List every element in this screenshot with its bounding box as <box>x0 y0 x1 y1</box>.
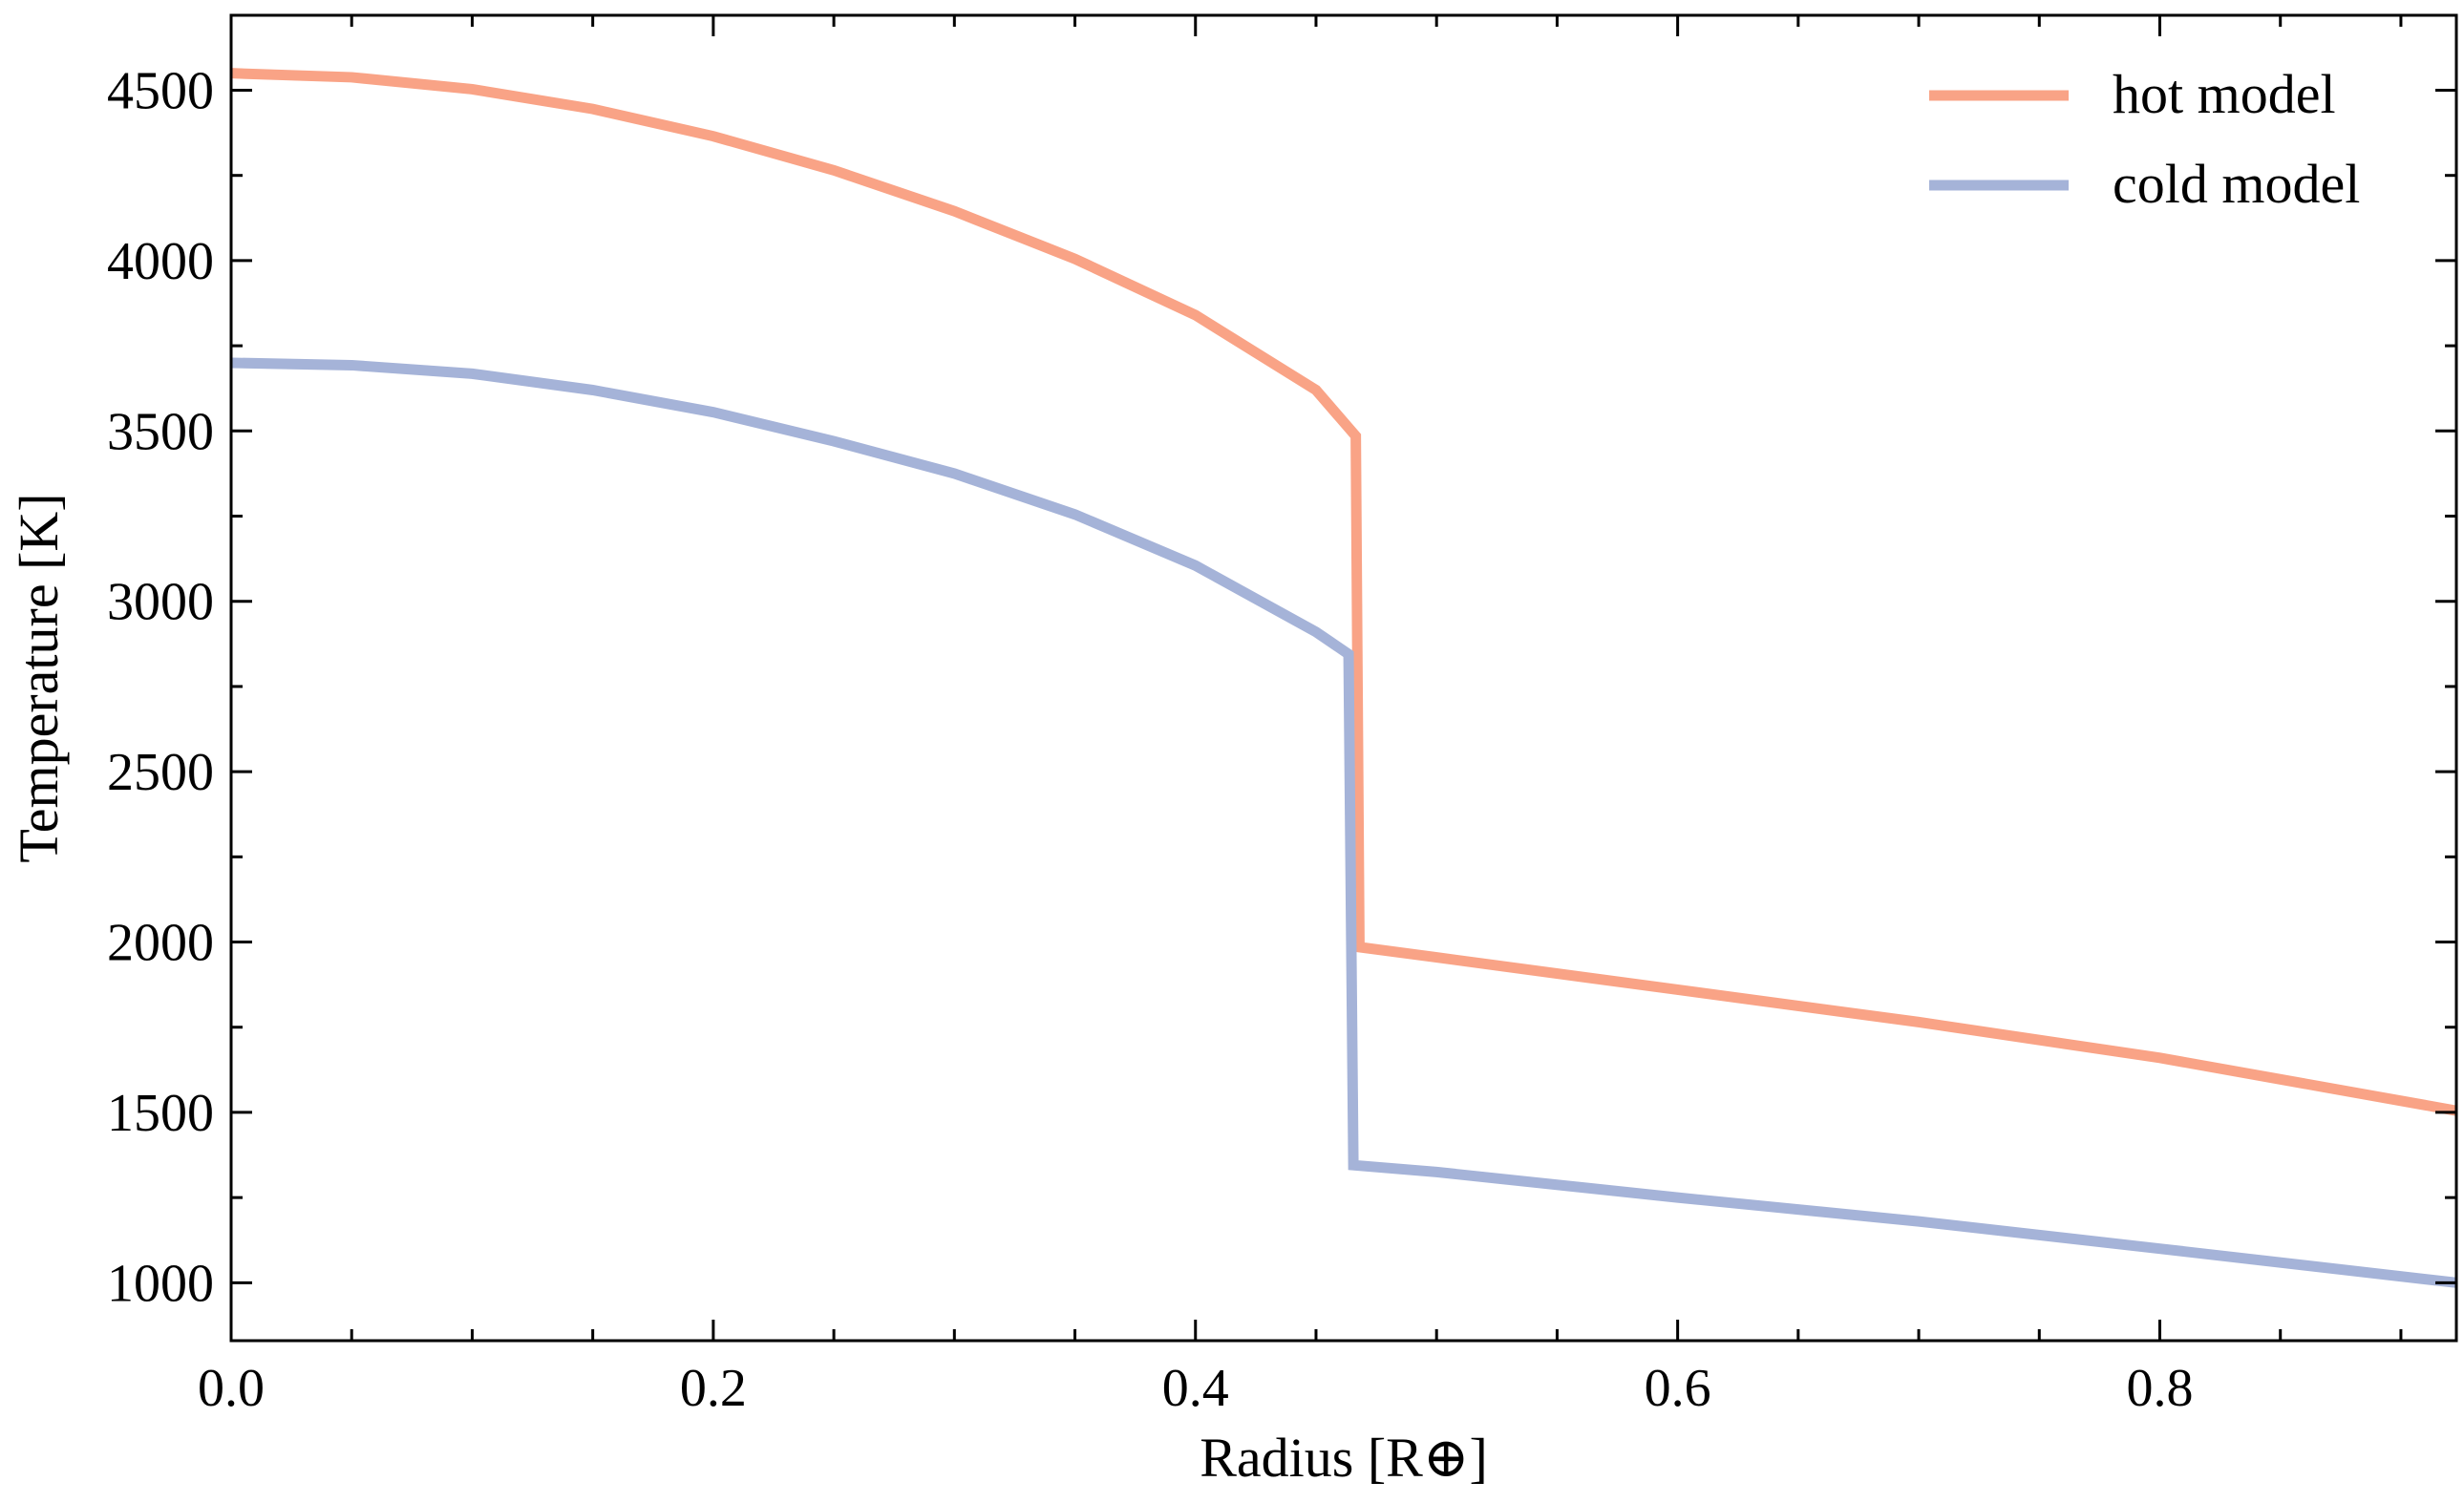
y-tick-label: 4000 <box>107 232 214 291</box>
y-tick-label: 3500 <box>107 402 214 461</box>
y-axis-title: Temperature [K] <box>8 493 70 862</box>
x-tick-label: 0.0 <box>198 1359 265 1418</box>
x-tick-label: 0.6 <box>1645 1359 1711 1418</box>
y-tick-label: 1000 <box>107 1254 214 1313</box>
legend-label-cold-model: cold model <box>2113 153 2360 215</box>
x-tick-label: 0.2 <box>680 1359 747 1418</box>
legend-label-hot-model: hot model <box>2113 63 2336 125</box>
series-line-hot-model <box>231 68 2456 1116</box>
y-tick-label: 3000 <box>107 573 214 632</box>
y-tick-label: 4500 <box>107 61 214 120</box>
x-tick-label: 0.4 <box>1162 1359 1229 1418</box>
y-tick-label: 2000 <box>107 914 214 973</box>
x-axis-title: Radius [R⊕] <box>1200 1427 1488 1489</box>
plot-frame <box>229 13 2458 1343</box>
series-layer <box>231 68 2456 1288</box>
x-tick-label: 0.8 <box>2127 1359 2194 1418</box>
y-tick-label: 1500 <box>107 1084 214 1143</box>
ticks-layer <box>229 15 2456 1341</box>
tick-labels-layer: 0.0 0.2 0.4 0.6 0.8 1000 1500 2000 2500 3000 3500 4… <box>107 61 2194 1418</box>
y-tick-label: 2500 <box>107 743 214 802</box>
legend: hot model cold model <box>1929 63 2360 215</box>
series-line-cold-model <box>231 357 2456 1288</box>
